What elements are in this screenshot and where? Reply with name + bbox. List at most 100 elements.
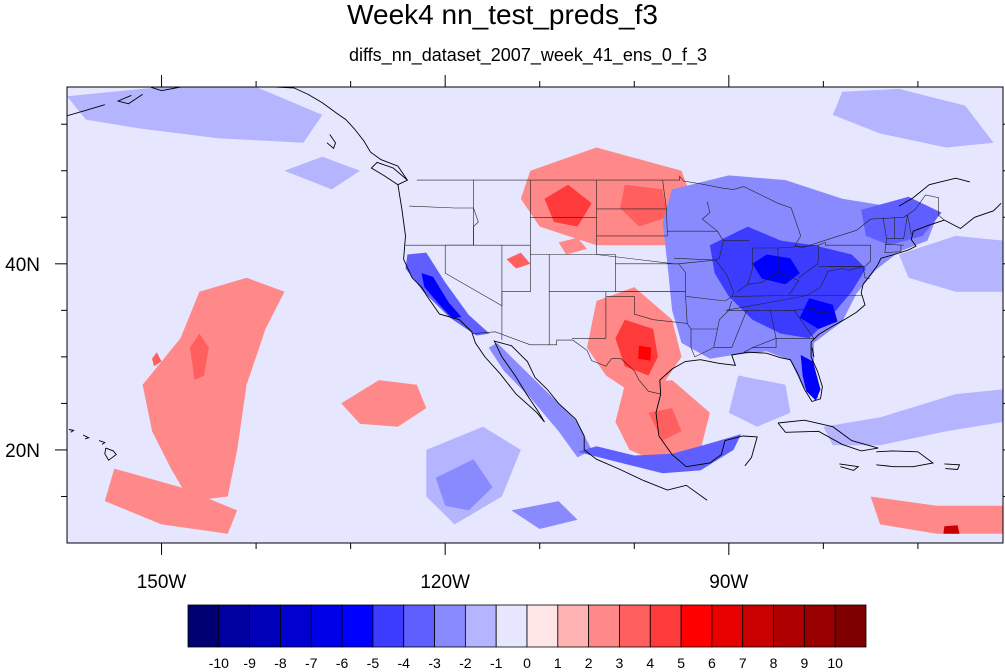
- colorbar-box-20: [803, 604, 836, 648]
- contour-region-6: [284, 156, 361, 190]
- contour-region-35: [870, 496, 1003, 534]
- border-line-34: [828, 266, 870, 279]
- contour-region-26: [861, 196, 942, 246]
- border-line-1: [472, 331, 661, 395]
- state-borders: [405, 175, 945, 395]
- lon-tick-label: 120W: [420, 572, 470, 593]
- coastline-11: [98, 440, 106, 445]
- border-line-17: [662, 180, 667, 209]
- colorbar-label: -10: [209, 655, 229, 671]
- colorbar-box-10: [495, 604, 528, 648]
- border-line-13: [596, 208, 668, 237]
- border-line-5: [501, 244, 531, 293]
- contour-region-30: [577, 434, 742, 474]
- lat-tick-label: 20N: [5, 441, 40, 462]
- colorbar-label: 9: [800, 655, 808, 671]
- contour-region-0: [142, 277, 285, 502]
- colorbar-label: -7: [305, 655, 318, 671]
- contour-region-31: [728, 375, 791, 427]
- colorbar-box-6: [372, 604, 405, 648]
- contour-region-33: [899, 235, 1003, 292]
- latitude-labels: 40N 20N: [5, 255, 40, 462]
- lat-tick-label: 40N: [5, 255, 40, 276]
- coastline-0: [397, 184, 708, 501]
- colorbar-box-8: [434, 604, 466, 648]
- contour-region-24: [799, 298, 838, 329]
- lon-tick-label: 150W: [137, 572, 187, 593]
- axis-ticks: [55, 75, 1005, 555]
- colorbar-label: 2: [585, 655, 593, 671]
- colorbar-label: 10: [827, 655, 843, 671]
- coastline-18: [116, 94, 143, 105]
- colorbar-label: 4: [646, 655, 654, 671]
- colorbar-box-18: [742, 604, 774, 648]
- border-line-33: [788, 266, 864, 296]
- border-line-18: [667, 230, 724, 261]
- border-line-27: [747, 248, 753, 285]
- coastline-10: [104, 447, 117, 461]
- colorbar-label: -5: [367, 655, 380, 671]
- coastline-16: [326, 134, 336, 150]
- contour-region-25: [800, 355, 821, 401]
- contour-region-32: [823, 389, 1003, 446]
- colorbar: -10 -9 -8 -7 -6 -5 -4 -3 -2 -1 0 1 2 3 4 5 6 7 8 9 10: [187, 604, 867, 671]
- coastline-9: [944, 463, 961, 470]
- colorbar-box-11: [526, 604, 559, 648]
- colorbar-label: -3: [428, 655, 441, 671]
- coastlines: [67, 87, 1002, 501]
- border-line-35: [782, 308, 837, 321]
- contour-region-9: [511, 501, 578, 529]
- colorbar-box-16: [680, 604, 713, 648]
- colorbar-box-21: [834, 604, 867, 648]
- colorbar-label: -8: [274, 655, 287, 671]
- border-line-8: [473, 180, 479, 246]
- colorbar-boxes: [187, 604, 867, 648]
- colorbar-label: 0: [523, 655, 531, 671]
- lon-tick-label: 90W: [709, 572, 748, 593]
- coastline-15: [274, 87, 408, 181]
- contour-fills: [67, 87, 1003, 534]
- contour-map: 150W 120W 90W 40N 20N: [5, 75, 1005, 593]
- colorbar-label: -9: [243, 655, 256, 671]
- coastline-4: [898, 177, 971, 207]
- border-line-2: [529, 180, 597, 218]
- contour-region-10: [397, 114, 521, 162]
- colorbar-label: -2: [459, 655, 472, 671]
- contour-region-27: [405, 252, 490, 336]
- contour-region-28: [421, 273, 462, 319]
- contour-region-19: [506, 252, 531, 269]
- colorbar-label: -4: [398, 655, 411, 671]
- border-line-37: [886, 214, 908, 239]
- border-line-40: [884, 244, 904, 246]
- contour-region-36: [943, 525, 960, 534]
- coastline-5: [811, 347, 815, 357]
- coastline-19: [67, 104, 105, 117]
- colorbar-box-9: [464, 604, 497, 648]
- colorbar-label: 3: [616, 655, 624, 671]
- map-subtitle: diffs_nn_dataset_2007_week_41_ens_0_f_3: [349, 45, 707, 66]
- colorbar-box-0: [187, 604, 220, 648]
- coastline-12: [82, 434, 90, 440]
- contour-region-4: [104, 468, 238, 534]
- contour-region-8: [435, 459, 493, 511]
- map-title: Week4 nn_test_preds_f3: [347, 0, 658, 30]
- coastline-1: [655, 393, 758, 468]
- colorbar-box-2: [249, 604, 281, 648]
- border-line-21: [690, 328, 718, 358]
- colorbar-box-3: [280, 604, 312, 648]
- contour-region-5: [67, 87, 323, 143]
- coastline-8: [839, 463, 860, 471]
- border-line-36: [882, 217, 902, 253]
- border-line-0: [416, 175, 945, 249]
- longitude-labels: 150W 120W 90W: [137, 572, 749, 593]
- colorbar-box-1: [218, 604, 251, 648]
- colorbar-box-12: [557, 604, 590, 648]
- colorbar-box-15: [649, 604, 682, 648]
- border-line-30: [701, 201, 718, 232]
- border-line-32: [818, 241, 871, 267]
- coastline-2: [659, 219, 945, 403]
- contour-region-3: [341, 380, 427, 427]
- border-line-20: [686, 300, 732, 330]
- map-frame: [66, 86, 1004, 544]
